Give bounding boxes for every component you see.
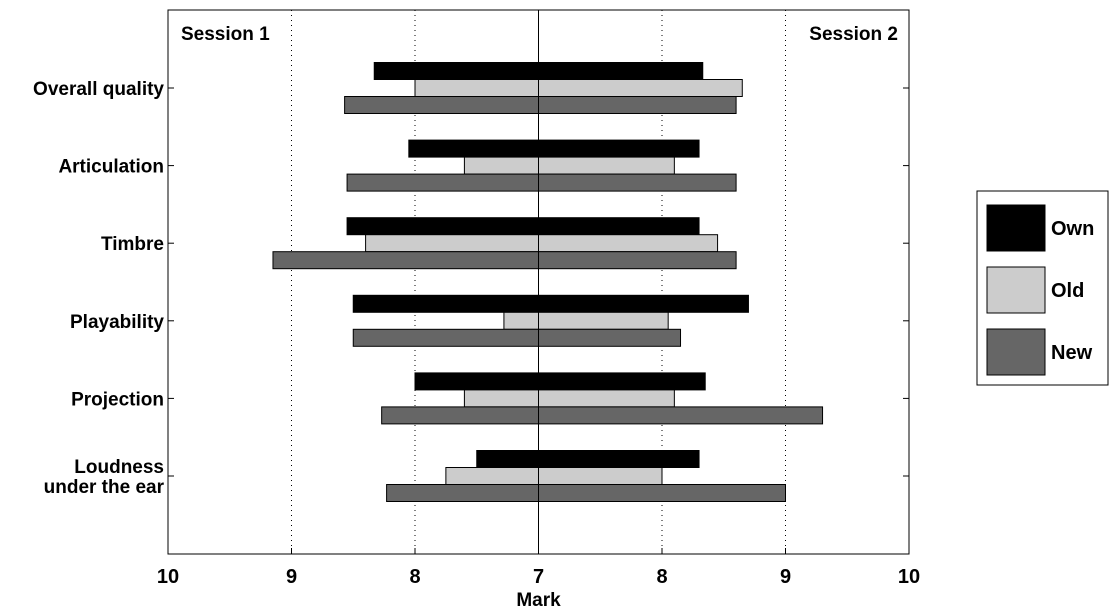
bar-session-2 xyxy=(538,234,719,253)
legend-label: New xyxy=(1051,342,1093,364)
category-label-line: Playability xyxy=(70,312,164,333)
legend: Own Old New xyxy=(976,190,1109,386)
category-label: Articulation xyxy=(58,157,164,178)
legend-label: Own xyxy=(1051,218,1094,240)
bars xyxy=(272,62,824,502)
category-label-line: Loudness xyxy=(74,457,164,478)
bar-session-2 xyxy=(538,217,700,236)
x-tick-label: 8 xyxy=(409,566,420,588)
category-label: Projection xyxy=(71,389,164,410)
bar-session-2 xyxy=(538,173,737,192)
axis-ticks xyxy=(167,87,910,554)
category-label-line: Projection xyxy=(71,389,164,410)
bar-session-1 xyxy=(352,294,539,313)
bar-session-2 xyxy=(538,79,743,97)
x-axis-label: Mark xyxy=(516,590,561,609)
bar-session-2 xyxy=(538,450,700,468)
bar-session-1 xyxy=(346,217,540,236)
bar-session-1 xyxy=(414,79,539,97)
bar-session-1 xyxy=(373,62,539,80)
legend-label: Old xyxy=(1051,280,1084,302)
bar-session-2 xyxy=(538,389,675,408)
category-label: Overall quality xyxy=(33,79,164,100)
bar-session-1 xyxy=(408,139,540,158)
bar-session-1 xyxy=(346,173,540,192)
bar-session-1 xyxy=(272,251,539,270)
session-1-label: Session 1 xyxy=(181,24,270,45)
category-label-line: under the ear xyxy=(44,477,165,498)
bar-session-1 xyxy=(365,234,539,253)
category-labels: Overall quality Articulation Timbre Playabi… xyxy=(33,79,165,498)
bar-session-1 xyxy=(386,484,539,502)
bar-session-1 xyxy=(381,406,539,425)
bar-session-1 xyxy=(503,311,540,330)
category-label: Timbre xyxy=(101,234,164,255)
bar-session-1 xyxy=(344,96,540,114)
bar-session-2 xyxy=(538,467,663,485)
x-tick-label: 9 xyxy=(780,566,791,588)
bar-session-2 xyxy=(538,372,706,391)
x-tick-labels: 10 9 8 7 8 9 10 xyxy=(157,566,920,588)
bar-session-2 xyxy=(538,328,682,347)
x-tick-label: 8 xyxy=(656,566,667,588)
legend-swatch xyxy=(986,328,1046,376)
bar-session-1 xyxy=(414,372,539,391)
bar-session-2 xyxy=(538,251,737,270)
category-label-line: Timbre xyxy=(101,234,164,255)
category-label: Playability xyxy=(70,312,164,333)
x-tick-label: 10 xyxy=(157,566,179,588)
bar-session-2 xyxy=(538,294,749,313)
session-2-label: Session 2 xyxy=(809,24,898,45)
legend-swatch xyxy=(986,204,1046,252)
bar-session-1 xyxy=(445,467,539,485)
bar-session-2 xyxy=(538,311,669,330)
bar-session-2 xyxy=(538,96,737,114)
bar-session-1 xyxy=(352,328,539,347)
category-label-line: Articulation xyxy=(58,157,164,178)
bar-session-2 xyxy=(538,62,704,80)
bar-session-2 xyxy=(538,484,786,502)
category-label-line: Overall quality xyxy=(33,79,164,100)
bar-session-2 xyxy=(538,139,700,158)
x-tick-label: 10 xyxy=(898,566,920,588)
x-tick-label: 9 xyxy=(286,566,297,588)
bar-session-2 xyxy=(538,156,675,175)
legend-swatch xyxy=(986,266,1046,314)
category-label: Loudness under the ear xyxy=(44,457,165,498)
x-tick-label: 7 xyxy=(533,566,544,588)
bar-session-1 xyxy=(463,156,539,175)
bar-session-2 xyxy=(538,406,824,425)
bar-session-1 xyxy=(476,450,539,468)
bar-session-1 xyxy=(463,389,539,408)
